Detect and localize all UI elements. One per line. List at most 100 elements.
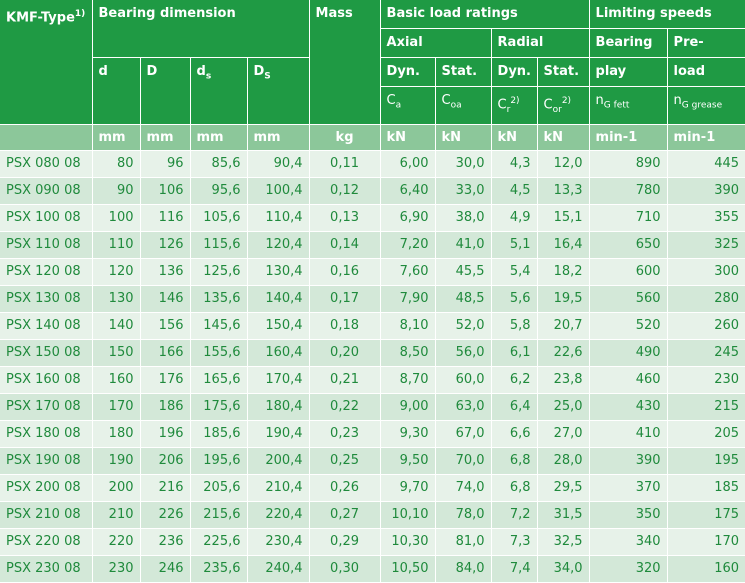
cell-n-gfett: 430 xyxy=(589,393,668,421)
cell-Ds: 190,4 xyxy=(247,420,310,448)
cell-type: PSX 090 08 xyxy=(0,177,93,205)
cell-d: 80 xyxy=(92,150,141,178)
cell-coa: 74,0 xyxy=(435,474,492,502)
table-row: PSX 100 08 100 116 105,6 110,4 0,13 6,90 38,0 4,… xyxy=(0,204,745,232)
cell-d: 160 xyxy=(92,366,141,394)
table-row: PSX 110 08 110 126 115,6 120,4 0,14 7,20 41,0 5,… xyxy=(0,231,745,259)
col-header-basic-load-ratings: Basic load ratings xyxy=(380,0,590,29)
cell-cor: 19,5 xyxy=(537,285,590,313)
cell-cr: 5,8 xyxy=(491,312,538,340)
cell-Ds: 210,4 xyxy=(247,474,310,502)
cell-mass: 0,22 xyxy=(309,393,381,421)
cell-type: PSX 120 08 xyxy=(0,258,93,286)
cell-cor: 16,4 xyxy=(537,231,590,259)
cell-ds: 105,6 xyxy=(190,204,248,232)
cell-mass: 0,14 xyxy=(309,231,381,259)
cell-n-ggrease: 280 xyxy=(667,285,745,313)
cell-n-ggrease: 215 xyxy=(667,393,745,421)
table-row: PSX 210 08 210 226 215,6 220,4 0,27 10,10 78,0 7… xyxy=(0,501,745,529)
cell-type: PSX 210 08 xyxy=(0,501,93,529)
unit-cell: mm xyxy=(247,124,310,151)
col-header-ds: ds xyxy=(190,57,248,125)
cell-D: 216 xyxy=(140,474,191,502)
cell-Ds: 170,4 xyxy=(247,366,310,394)
cell-Ds: 200,4 xyxy=(247,447,310,475)
cell-d: 200 xyxy=(92,474,141,502)
cell-ds: 235,6 xyxy=(190,555,248,583)
unit-cell: kN xyxy=(491,124,538,151)
cell-cor: 29,5 xyxy=(537,474,590,502)
col-header-load: load xyxy=(667,57,745,87)
cell-ds: 195,6 xyxy=(190,447,248,475)
cell-coa: 45,5 xyxy=(435,258,492,286)
cell-mass: 0,29 xyxy=(309,528,381,556)
cell-n-ggrease: 160 xyxy=(667,555,745,583)
col-header-pre: Pre- xyxy=(667,28,745,58)
table-row: PSX 180 08 180 196 185,6 190,4 0,23 9,30 67,0 6,… xyxy=(0,420,745,448)
col-header-stat-radial: Stat. xyxy=(537,57,590,87)
cell-ds: 115,6 xyxy=(190,231,248,259)
cell-D: 226 xyxy=(140,501,191,529)
col-header-bearing-dimension: Bearing dimension xyxy=(92,0,310,58)
cell-ds: 145,6 xyxy=(190,312,248,340)
unit-cell-type xyxy=(0,124,93,151)
col-header-d: d xyxy=(92,57,141,125)
cell-coa: 56,0 xyxy=(435,339,492,367)
cell-n-ggrease: 185 xyxy=(667,474,745,502)
cell-ds: 155,6 xyxy=(190,339,248,367)
cell-type: PSX 190 08 xyxy=(0,447,93,475)
col-header-ca: Ca xyxy=(380,86,436,125)
cell-d: 210 xyxy=(92,501,141,529)
unit-cell: kg xyxy=(309,124,381,151)
cell-ca: 9,00 xyxy=(380,393,436,421)
cell-d: 90 xyxy=(92,177,141,205)
cell-coa: 70,0 xyxy=(435,447,492,475)
cell-type: PSX 200 08 xyxy=(0,474,93,502)
cell-D: 116 xyxy=(140,204,191,232)
cell-D: 106 xyxy=(140,177,191,205)
cell-D: 206 xyxy=(140,447,191,475)
cell-cr: 6,8 xyxy=(491,447,538,475)
cell-D: 136 xyxy=(140,258,191,286)
cell-ds: 165,6 xyxy=(190,366,248,394)
cell-ds: 85,6 xyxy=(190,150,248,178)
col-header-n-ggrease: nG grease xyxy=(667,86,745,125)
cell-n-gfett: 320 xyxy=(589,555,668,583)
cell-coa: 38,0 xyxy=(435,204,492,232)
cell-Ds: 180,4 xyxy=(247,393,310,421)
cell-d: 150 xyxy=(92,339,141,367)
cell-ca: 6,40 xyxy=(380,177,436,205)
cell-Ds: 220,4 xyxy=(247,501,310,529)
cell-cr: 5,6 xyxy=(491,285,538,313)
cell-n-ggrease: 175 xyxy=(667,501,745,529)
cell-cr: 6,8 xyxy=(491,474,538,502)
cell-d: 120 xyxy=(92,258,141,286)
cell-cr: 5,1 xyxy=(491,231,538,259)
cell-Ds: 110,4 xyxy=(247,204,310,232)
cell-coa: 48,5 xyxy=(435,285,492,313)
cell-type: PSX 220 08 xyxy=(0,528,93,556)
cell-cr: 6,4 xyxy=(491,393,538,421)
cell-cr: 7,4 xyxy=(491,555,538,583)
cell-D: 146 xyxy=(140,285,191,313)
cell-Ds: 240,4 xyxy=(247,555,310,583)
cell-type: PSX 130 08 xyxy=(0,285,93,313)
cell-n-gfett: 370 xyxy=(589,474,668,502)
cell-mass: 0,26 xyxy=(309,474,381,502)
cell-cor: 25,0 xyxy=(537,393,590,421)
cell-ds: 135,6 xyxy=(190,285,248,313)
cell-ds: 205,6 xyxy=(190,474,248,502)
cell-n-gfett: 520 xyxy=(589,312,668,340)
cell-n-ggrease: 245 xyxy=(667,339,745,367)
cell-D: 246 xyxy=(140,555,191,583)
cell-n-ggrease: 260 xyxy=(667,312,745,340)
cell-Ds: 120,4 xyxy=(247,231,310,259)
cell-mass: 0,12 xyxy=(309,177,381,205)
col-header-bearing: Bearing xyxy=(589,28,668,58)
cell-n-ggrease: 355 xyxy=(667,204,745,232)
cell-cr: 4,9 xyxy=(491,204,538,232)
cell-ca: 8,10 xyxy=(380,312,436,340)
table-row: PSX 200 08 200 216 205,6 210,4 0,26 9,70 74,0 6,… xyxy=(0,474,745,502)
cell-Ds: 100,4 xyxy=(247,177,310,205)
cell-n-gfett: 560 xyxy=(589,285,668,313)
